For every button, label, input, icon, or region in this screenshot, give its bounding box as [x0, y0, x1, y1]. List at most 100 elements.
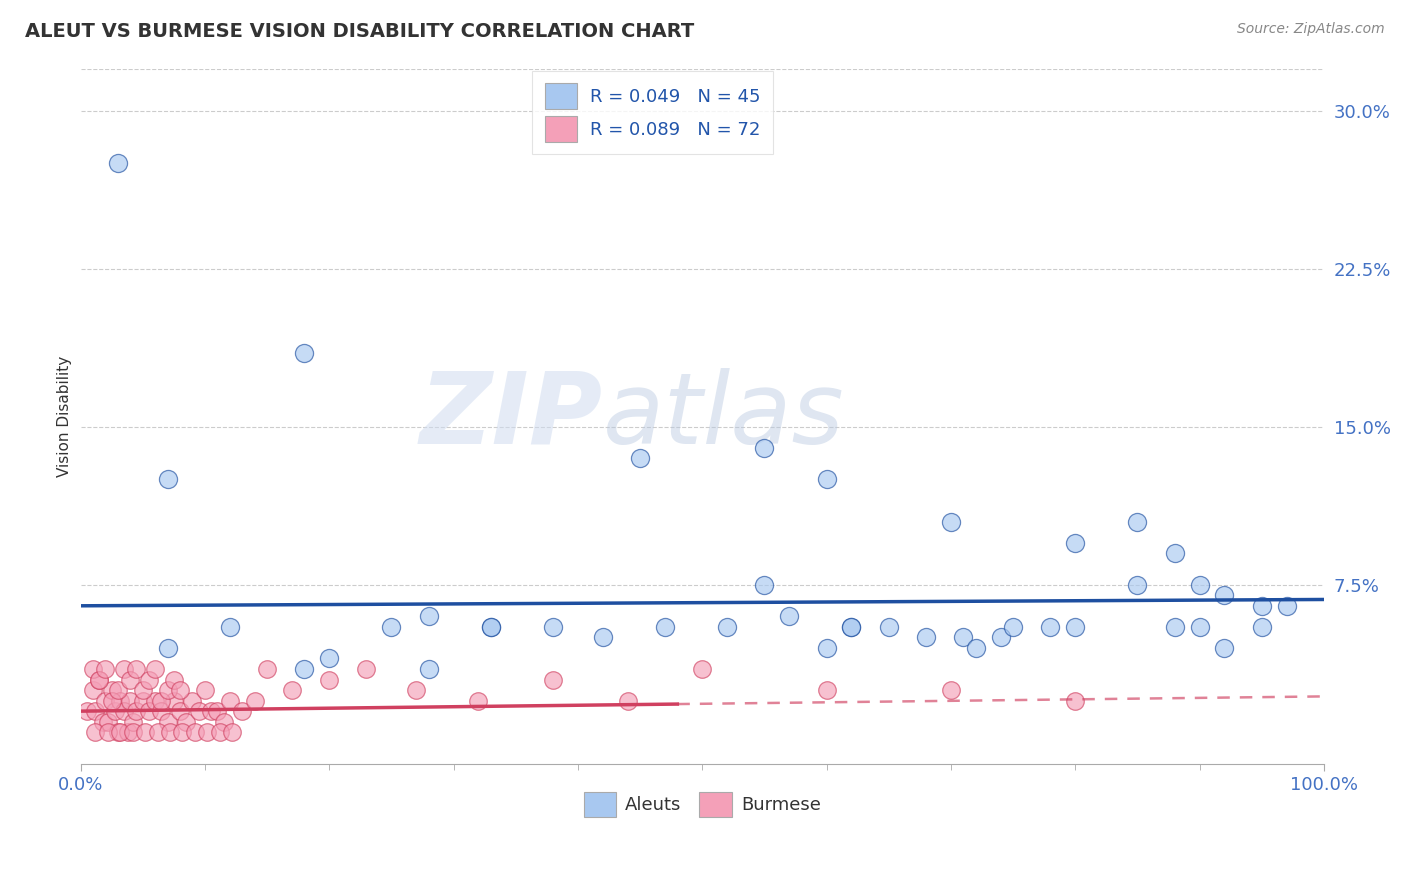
Point — [218, 693, 240, 707]
Point — [841, 620, 863, 634]
Point — [208, 725, 231, 739]
Point — [97, 725, 120, 739]
Point — [143, 662, 166, 676]
Point — [121, 725, 143, 739]
Point — [628, 451, 651, 466]
Point — [877, 620, 900, 634]
Point — [163, 673, 186, 687]
Point — [1126, 578, 1149, 592]
Point — [1064, 693, 1087, 707]
Point — [89, 673, 111, 687]
Point — [110, 725, 132, 739]
Point — [94, 662, 117, 676]
Point — [1064, 535, 1087, 549]
Point — [169, 683, 191, 698]
Point — [356, 662, 378, 676]
Point — [184, 725, 207, 739]
Point — [318, 651, 340, 665]
Point — [592, 631, 614, 645]
Point — [965, 640, 987, 655]
Point — [181, 693, 204, 707]
Point — [156, 640, 179, 655]
Point — [1250, 599, 1272, 613]
Point — [163, 693, 186, 707]
Point — [156, 683, 179, 698]
Point — [939, 515, 962, 529]
Point — [1275, 599, 1298, 613]
Point — [292, 346, 315, 360]
Point — [1213, 640, 1236, 655]
Point — [1250, 620, 1272, 634]
Point — [107, 725, 129, 739]
Point — [134, 725, 156, 739]
Point — [541, 620, 564, 634]
Point — [218, 620, 240, 634]
Point — [1126, 515, 1149, 529]
Point — [541, 673, 564, 687]
Point — [1188, 578, 1211, 592]
Point — [754, 441, 776, 455]
Point — [121, 714, 143, 729]
Point — [169, 704, 191, 718]
Point — [194, 683, 217, 698]
Point — [231, 704, 253, 718]
Point — [143, 693, 166, 707]
Point — [107, 156, 129, 170]
Point — [654, 620, 676, 634]
Point — [418, 662, 440, 676]
Point — [82, 683, 104, 698]
Legend: Aleuts, Burmese: Aleuts, Burmese — [576, 784, 828, 824]
Point — [1188, 620, 1211, 634]
Point — [467, 693, 489, 707]
Point — [1002, 620, 1025, 634]
Point — [952, 631, 974, 645]
Point — [104, 704, 127, 718]
Point — [150, 693, 173, 707]
Text: ZIP: ZIP — [420, 368, 603, 465]
Point — [150, 704, 173, 718]
Point — [778, 609, 800, 624]
Point — [815, 472, 838, 486]
Point — [117, 725, 139, 739]
Text: ALEUT VS BURMESE VISION DISABILITY CORRELATION CHART: ALEUT VS BURMESE VISION DISABILITY CORRE… — [25, 22, 695, 41]
Point — [125, 662, 148, 676]
Point — [690, 662, 713, 676]
Point — [841, 620, 863, 634]
Point — [110, 693, 132, 707]
Point — [138, 673, 160, 687]
Point — [318, 673, 340, 687]
Point — [292, 662, 315, 676]
Text: atlas: atlas — [603, 368, 845, 465]
Point — [187, 704, 209, 718]
Point — [76, 704, 98, 718]
Point — [159, 725, 181, 739]
Point — [112, 704, 135, 718]
Point — [82, 662, 104, 676]
Point — [212, 714, 235, 729]
Point — [84, 704, 107, 718]
Point — [120, 673, 142, 687]
Point — [125, 704, 148, 718]
Point — [174, 714, 197, 729]
Point — [1064, 620, 1087, 634]
Point — [815, 683, 838, 698]
Point — [112, 662, 135, 676]
Point — [1039, 620, 1062, 634]
Point — [990, 631, 1012, 645]
Point — [131, 683, 153, 698]
Point — [221, 725, 243, 739]
Point — [815, 640, 838, 655]
Point — [1213, 588, 1236, 602]
Point — [479, 620, 502, 634]
Point — [91, 714, 114, 729]
Point — [107, 683, 129, 698]
Text: Source: ZipAtlas.com: Source: ZipAtlas.com — [1237, 22, 1385, 37]
Point — [89, 673, 111, 687]
Point — [915, 631, 938, 645]
Point — [100, 693, 122, 707]
Point — [716, 620, 738, 634]
Point — [1163, 546, 1185, 560]
Point — [120, 693, 142, 707]
Point — [418, 609, 440, 624]
Point — [207, 704, 229, 718]
